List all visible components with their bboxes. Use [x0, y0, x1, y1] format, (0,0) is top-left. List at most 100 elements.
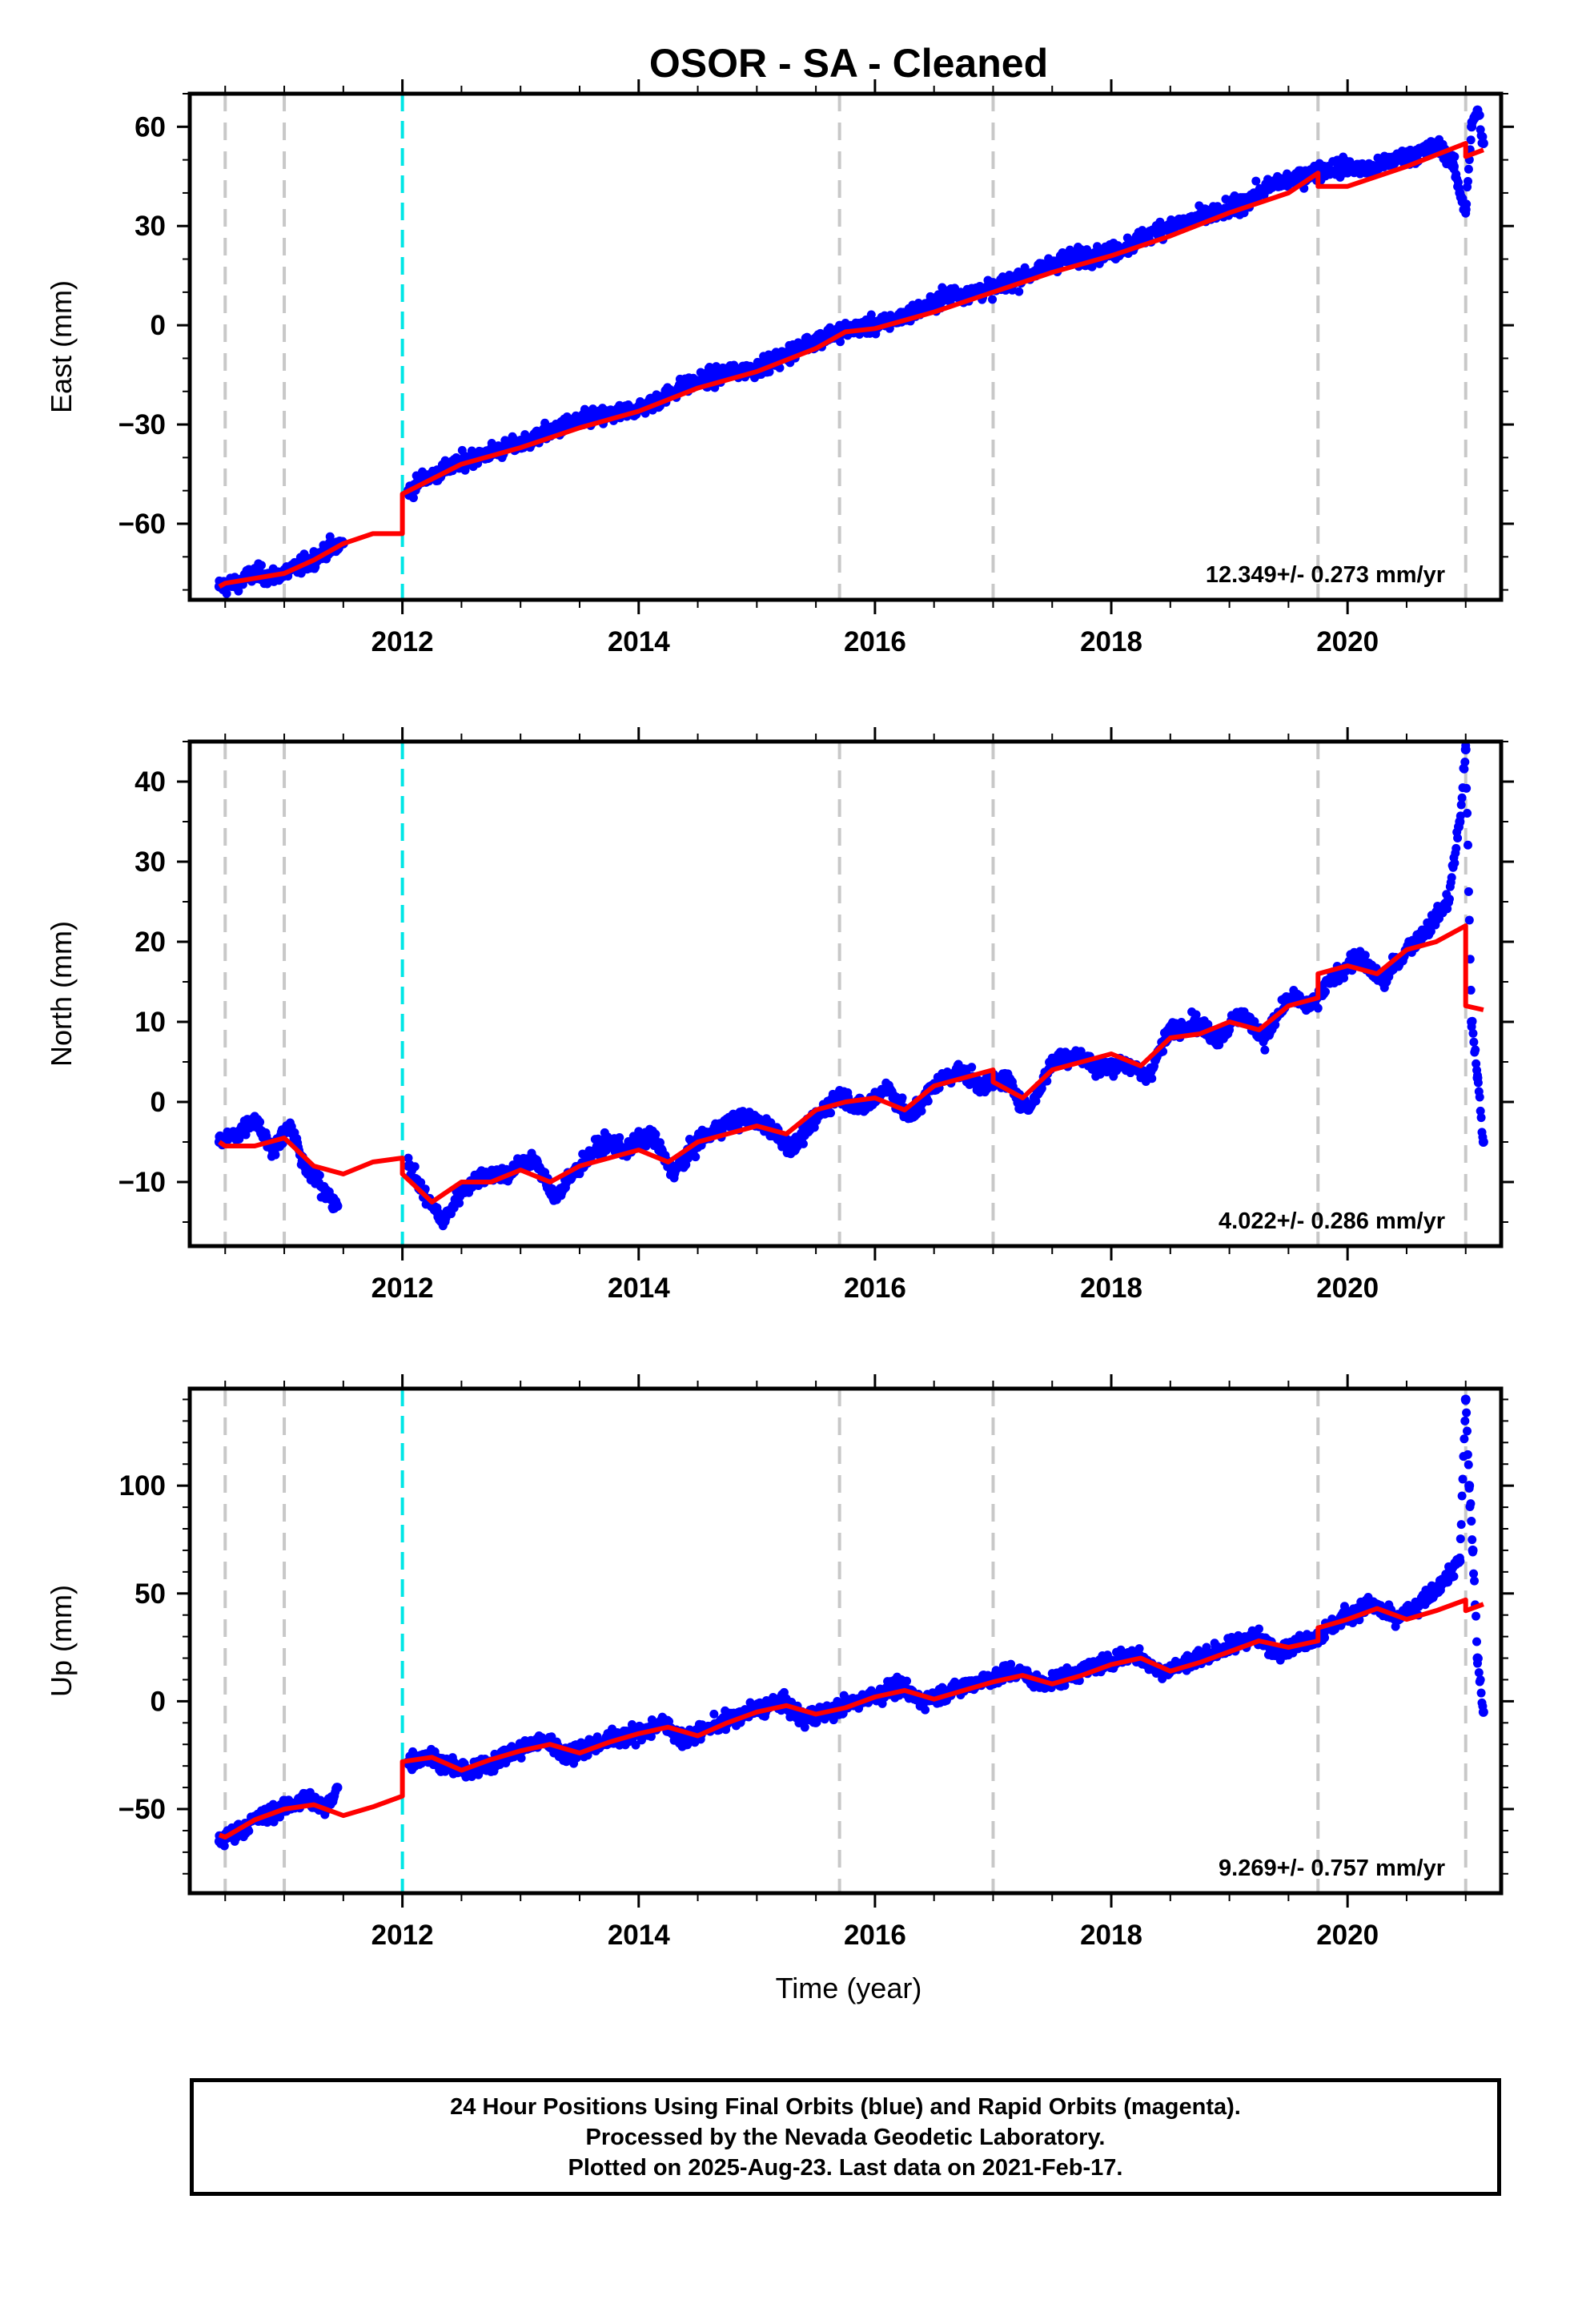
position-point: [1177, 218, 1187, 228]
position-point: [250, 1113, 260, 1123]
daily-position-point: [1471, 1045, 1480, 1055]
position-point: [1236, 1009, 1247, 1019]
position-point: [822, 330, 833, 340]
position-point: [1035, 263, 1046, 274]
daily-position-point: [1453, 834, 1463, 843]
model-fit-line: [218, 923, 1484, 1204]
daily-position-point: [1457, 793, 1467, 802]
position-point: [1467, 122, 1477, 132]
daily-position-point: [1464, 915, 1474, 925]
plot-frame: [187, 739, 1504, 1248]
daily-position-point: [1191, 1010, 1201, 1019]
position-point: [404, 1161, 413, 1171]
daily-position-point: [615, 1133, 624, 1143]
position-point: [320, 1185, 331, 1195]
daily-position-point: [244, 1826, 254, 1835]
y-axis-title: North (mm): [45, 921, 78, 1067]
position-point: [1259, 1033, 1270, 1043]
daily-position-point: [1476, 1113, 1486, 1123]
plot-frame: [187, 91, 1504, 602]
position-point: [1248, 191, 1259, 202]
daily-position-point: [1463, 176, 1472, 186]
daily-position-point: [1339, 973, 1349, 983]
x-tick-label: 2018: [1080, 626, 1142, 657]
position-point: [787, 1145, 797, 1155]
daily-position-point: [897, 1093, 907, 1103]
position-point: [1478, 1137, 1488, 1147]
daily-position-point: [416, 1178, 426, 1188]
daily-position-point: [222, 589, 231, 598]
daily-position-point: [1469, 1037, 1479, 1047]
position-point: [1023, 1105, 1034, 1115]
position-point: [799, 340, 809, 350]
daily-position-point: [1260, 1045, 1270, 1055]
daily-position-point: [967, 1063, 977, 1072]
position-point: [285, 1121, 295, 1131]
daily-position-point: [798, 1139, 808, 1148]
position-point: [953, 1065, 963, 1075]
daily-position-point: [1250, 1017, 1259, 1027]
position-point: [976, 1081, 986, 1091]
position-point: [834, 1089, 845, 1099]
daily-position-point: [1462, 783, 1472, 793]
position-point: [456, 1185, 467, 1195]
position-point: [1271, 178, 1282, 188]
chart-title: OSOR - SA - Cleaned: [649, 41, 1048, 86]
y-tick-label: −60: [118, 509, 166, 540]
daily-position-point: [408, 493, 418, 503]
position-point: [1443, 897, 1453, 907]
position-point: [1307, 1001, 1317, 1011]
position-point: [1154, 224, 1164, 235]
daily-position-point: [1031, 1096, 1041, 1106]
position-point: [1142, 1073, 1152, 1083]
x-tick-label: 2020: [1316, 1273, 1379, 1304]
position-point: [267, 1145, 278, 1155]
daily-position-point: [631, 1740, 640, 1750]
daily-position-point: [1463, 809, 1472, 818]
position-point: [1448, 161, 1459, 171]
x-tick-label: 2016: [844, 626, 906, 657]
daily-position-point: [540, 418, 550, 428]
daily-position-point: [836, 337, 845, 347]
position-point: [1295, 171, 1306, 182]
y-tick-label: 30: [135, 211, 166, 242]
daily-position-point: [1463, 840, 1472, 850]
daily-position-point: [404, 1153, 413, 1163]
position-point: [551, 1193, 561, 1203]
daily-position-point: [234, 586, 243, 596]
position-point: [1437, 142, 1447, 152]
daily-position-point: [902, 1676, 912, 1686]
position-point: [1366, 165, 1376, 175]
daily-position-point: [809, 1123, 819, 1132]
position-point: [1189, 1017, 1199, 1027]
daily-position-point: [1452, 843, 1461, 853]
position-point: [905, 1113, 916, 1123]
position-point: [1455, 187, 1465, 198]
position-point: [941, 290, 951, 300]
position-point: [1319, 165, 1329, 175]
position-point: [1390, 155, 1400, 165]
position-point: [1467, 1017, 1477, 1027]
position-point: [705, 373, 715, 384]
daily-position-point: [1447, 873, 1456, 883]
daily-position-point: [1254, 1624, 1263, 1634]
x-tick-label: 2012: [371, 626, 434, 657]
position-point: [1413, 148, 1423, 159]
y-tick-label: −10: [118, 1167, 166, 1198]
position-point: [1000, 1073, 1010, 1083]
position-point: [1201, 211, 1211, 221]
y-tick-label: 10: [135, 1007, 166, 1038]
position-point: [917, 304, 927, 314]
model-fit-line: [218, 141, 1484, 589]
daily-position-point: [1450, 152, 1460, 162]
position-point: [645, 1129, 656, 1139]
position-point: [1460, 204, 1471, 215]
position-point: [1283, 993, 1294, 1003]
daily-position-point: [1466, 135, 1476, 145]
y-tick-label: 30: [135, 846, 166, 878]
y-tick-label: 0: [151, 1087, 166, 1118]
position-point: [439, 1217, 449, 1227]
